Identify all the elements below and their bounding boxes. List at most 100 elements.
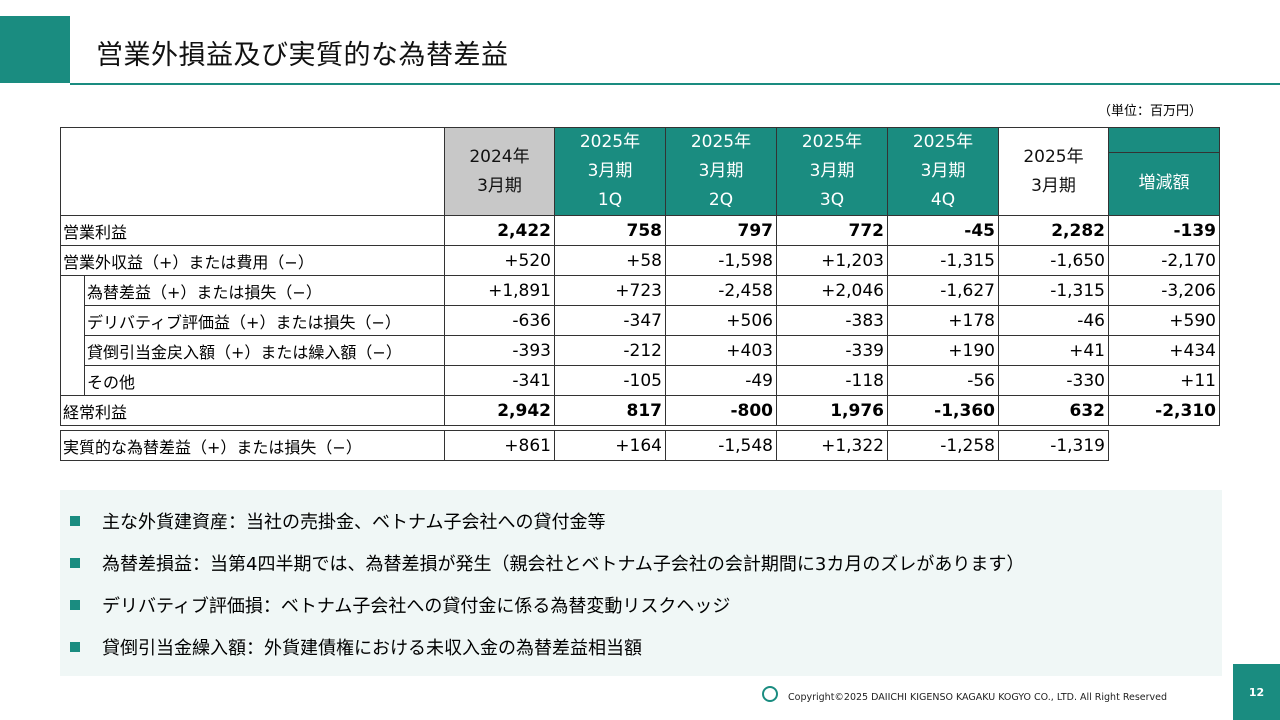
company-logo-icon <box>762 686 778 702</box>
row-label: 為替差益（+）または損失（−） <box>84 275 445 306</box>
unit-label: （単位：百万円） <box>1097 104 1202 119</box>
cell: -1,319 <box>998 430 1109 461</box>
bullet-square-icon <box>70 558 80 568</box>
cell: -1,360 <box>887 395 999 426</box>
cell: +1,891 <box>444 275 555 306</box>
cell: +403 <box>665 335 777 366</box>
page-number: 12 <box>1233 664 1280 720</box>
indent-cell <box>60 275 85 396</box>
row-label: 貸倒引当金戻入額（+）または繰入額（−） <box>84 335 445 366</box>
cell: 2,422 <box>444 215 555 246</box>
cell: 2,942 <box>444 395 555 426</box>
cell: -139 <box>1108 215 1220 246</box>
cell: +178 <box>887 305 999 336</box>
cell: +2,046 <box>776 275 888 306</box>
cell: -636 <box>444 305 555 336</box>
header-2025-2q: 2025年 3月期 2Q <box>665 127 777 216</box>
cell: -2,170 <box>1108 245 1220 276</box>
page-title: 営業外損益及び実質的な為替差益 <box>96 40 509 71</box>
cell: -1,258 <box>887 430 999 461</box>
cell: +11 <box>1108 365 1220 396</box>
cell: +520 <box>444 245 555 276</box>
table-row: 営業利益 2,422 758 797 772 -45 2,282 -139 <box>60 215 1220 246</box>
cell: -45 <box>887 215 999 246</box>
cell: -105 <box>554 365 666 396</box>
cell: +41 <box>998 335 1109 366</box>
footer: Copyright©2025 DAIICHI KIGENSO KAGAKU KO… <box>762 686 1168 705</box>
header-change-top <box>1108 127 1220 153</box>
header-2025-4q: 2025年 3月期 4Q <box>887 127 999 216</box>
cell: -339 <box>776 335 888 366</box>
table-row: 営業外収益（+）または費用（−） +520 +58 -1,598 +1,203 … <box>60 245 1220 276</box>
cell: -49 <box>665 365 777 396</box>
header-empty-cell <box>60 127 445 216</box>
cell: +1,322 <box>776 430 888 461</box>
row-label: 営業外収益（+）または費用（−） <box>60 245 445 276</box>
cell: -1,548 <box>665 430 777 461</box>
note-item: 為替差損益：当第4四半期では、為替差損が発生（親会社とベトナム子会社の会計期間に… <box>70 550 1024 576</box>
table-row: 貸倒引当金戻入額（+）または繰入額（−） -393 -212 +403 -339… <box>61 335 1220 366</box>
table-row: その他 -341 -105 -49 -118 -56 -330 +11 <box>61 365 1220 396</box>
row-label: その他 <box>84 365 445 396</box>
cell: -1,627 <box>887 275 999 306</box>
header-2025-1q: 2025年 3月期 1Q <box>554 127 666 216</box>
note-item: 貸倒引当金繰入額：外貨建債権における未収入金の為替差益相当額 <box>70 634 642 660</box>
cell: -347 <box>554 305 666 336</box>
table-row: 為替差益（+）または損失（−） +1,891 +723 -2,458 +2,04… <box>60 275 1220 396</box>
cell: 797 <box>665 215 777 246</box>
cell: -56 <box>887 365 999 396</box>
cell: +434 <box>1108 335 1220 366</box>
cell: +190 <box>887 335 999 366</box>
bullet-square-icon <box>70 600 80 610</box>
table-row: 経常利益 2,942 817 -800 1,976 -1,360 632 -2,… <box>60 395 1220 426</box>
cell: -118 <box>776 365 888 396</box>
cell: -2,458 <box>665 275 777 306</box>
header-fy2024: 2024年 3月期 <box>444 127 555 216</box>
row-label: 実質的な為替差益（+）または損失（−） <box>60 430 445 461</box>
cell: -330 <box>998 365 1109 396</box>
cell: -1,315 <box>998 275 1109 306</box>
cell: -800 <box>665 395 777 426</box>
header-change: 増減額 <box>1108 151 1220 217</box>
cell: -46 <box>998 305 1109 336</box>
cell: +723 <box>554 275 666 306</box>
cell: +58 <box>554 245 666 276</box>
bullet-square-icon <box>70 516 80 526</box>
cell: -1,315 <box>887 245 999 276</box>
empty-cell <box>1109 431 1220 461</box>
row-label: 経常利益 <box>60 395 445 426</box>
note-item: 主な外貨建資産：当社の売掛金、ベトナム子会社への貸付金等 <box>70 508 605 534</box>
title-underline <box>70 83 1280 85</box>
cell: -2,310 <box>1108 395 1220 426</box>
corner-accent-block <box>0 16 70 83</box>
cell: -212 <box>554 335 666 366</box>
row-label: 営業利益 <box>60 215 445 246</box>
cell: -383 <box>776 305 888 336</box>
cell: +861 <box>444 430 555 461</box>
table-row: 実質的な為替差益（+）または損失（−） +861 +164 -1,548 +1,… <box>60 430 1220 461</box>
cell: +164 <box>554 430 666 461</box>
cell: 632 <box>998 395 1109 426</box>
cell: 1,976 <box>776 395 888 426</box>
header-fy2025: 2025年 3月期 <box>998 127 1109 216</box>
copyright-text: Copyright©2025 DAIICHI KIGENSO KAGAKU KO… <box>788 691 1168 703</box>
cell: -341 <box>444 365 555 396</box>
cell: -393 <box>444 335 555 366</box>
cell: +1,203 <box>776 245 888 276</box>
cell: -3,206 <box>1108 275 1220 306</box>
cell: 758 <box>554 215 666 246</box>
cell: -1,650 <box>998 245 1109 276</box>
cell: +590 <box>1108 305 1220 336</box>
bullet-square-icon <box>70 642 80 652</box>
cell: 817 <box>554 395 666 426</box>
header-2025-3q: 2025年 3月期 3Q <box>776 127 888 216</box>
cell: 772 <box>776 215 888 246</box>
table-row: デリバティブ評価益（+）または損失（−） -636 -347 +506 -383… <box>61 305 1220 336</box>
cell: -1,598 <box>665 245 777 276</box>
cell: 2,282 <box>998 215 1109 246</box>
notes-panel: 主な外貨建資産：当社の売掛金、ベトナム子会社への貸付金等 為替差損益：当第4四半… <box>60 490 1222 676</box>
cell: +506 <box>665 305 777 336</box>
row-label: デリバティブ評価益（+）または損失（−） <box>84 305 445 336</box>
financial-table: 2024年 3月期 2025年 3月期 1Q 2025年 3月期 2Q 2025年 3月期 3… <box>60 127 1220 461</box>
note-item: デリバティブ評価損：ベトナム子会社への貸付金に係る為替変動リスクヘッジ <box>70 592 730 618</box>
